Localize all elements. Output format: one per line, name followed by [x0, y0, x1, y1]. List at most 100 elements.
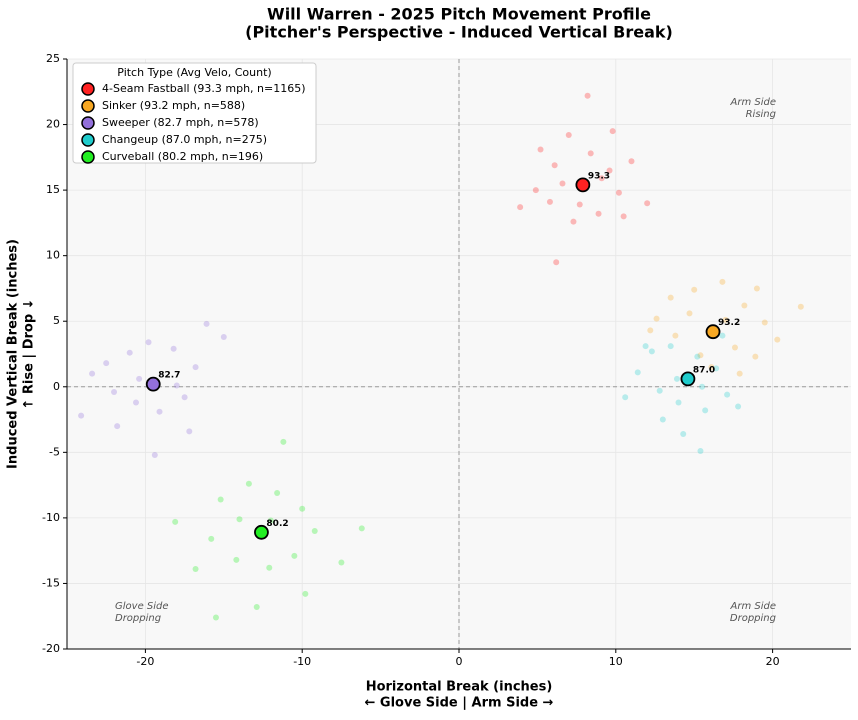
pitch-point: [672, 332, 679, 339]
pitch-point: [620, 213, 627, 220]
average-point: [575, 177, 591, 193]
pitch-point: [653, 315, 660, 322]
pitch-point: [311, 528, 318, 534]
average-point: [705, 324, 721, 340]
pitch-point: [615, 189, 622, 196]
legend-marker: [81, 82, 95, 96]
annotation: Arm Side: [730, 97, 777, 108]
pitch-point: [702, 407, 709, 414]
pitch-point: [236, 516, 243, 523]
pitch-point: [667, 294, 674, 301]
x-tick-label: 10: [609, 655, 623, 668]
pitch-point: [673, 375, 680, 382]
average-label: 87.0: [693, 365, 715, 375]
pitch-point: [559, 180, 566, 187]
pitch-point: [722, 316, 729, 323]
pitch-point: [233, 556, 240, 563]
pitch-point: [752, 353, 759, 360]
pitch-point: [173, 382, 180, 389]
legend-label: Sweeper (82.7 mph, n=578): [102, 116, 259, 129]
x-tick-label: 20: [766, 655, 780, 668]
pitch-point: [741, 302, 748, 309]
pitch-point: [595, 210, 602, 217]
pitch-point: [291, 552, 298, 559]
pitch-point: [697, 448, 704, 455]
pitch-point: [192, 566, 199, 573]
pitch-point: [212, 614, 219, 621]
pitch-point: [358, 525, 365, 532]
pitch-point: [192, 364, 199, 371]
pitch-point: [172, 518, 179, 525]
legend-box: [72, 62, 317, 164]
pitch-point: [724, 391, 731, 398]
chart-title: (Pitcher's Perspective - Induced Vertica…: [245, 23, 673, 42]
average-label: 93.3: [588, 171, 610, 181]
pitch-point: [114, 423, 121, 430]
legend-title: Pitch Type (Avg Velo, Count): [117, 66, 271, 79]
annotation: Arm Side: [730, 601, 777, 612]
pitch-point: [708, 364, 715, 371]
pitch-point: [656, 387, 663, 394]
pitch-point: [667, 343, 674, 350]
pitch-point: [136, 375, 143, 382]
pitch-point: [245, 480, 252, 487]
pitch-point: [220, 333, 227, 340]
pitch-point: [697, 352, 704, 359]
pitch-point: [699, 383, 706, 390]
pitch-point: [111, 389, 118, 396]
pitch-point: [694, 353, 701, 360]
x-tick-label: -10: [293, 655, 311, 668]
pitch-point: [203, 320, 210, 327]
legend-label: Sinker (93.2 mph, n=588): [102, 99, 245, 112]
pitch-point: [675, 399, 682, 406]
annotation: Glove Side: [115, 601, 169, 612]
pitch-point: [126, 349, 133, 356]
y-axis-label: Induced Vertical Break (inches): [6, 239, 21, 469]
pitch-point: [634, 369, 641, 376]
y-tick-label: 25: [46, 52, 60, 65]
pitch-point: [598, 175, 605, 182]
y-tick-label: -10: [42, 511, 60, 524]
pitch-point: [280, 438, 287, 445]
pitch-point: [338, 559, 345, 566]
annotation: Dropping: [115, 613, 161, 624]
y-tick-label: 5: [53, 314, 60, 327]
pitch-point: [170, 345, 177, 352]
pitch-point: [648, 348, 655, 355]
chart-title: Will Warren - 2025 Pitch Movement Profil…: [267, 5, 651, 24]
legend-label: Changeup (87.0 mph, n=275): [102, 133, 267, 146]
pitch-point: [78, 412, 85, 419]
pitch-point: [606, 167, 613, 174]
y-tick-label: -20: [42, 642, 60, 655]
annotation: Rising: [746, 109, 776, 120]
pitch-point: [89, 370, 96, 377]
pitch-point: [691, 286, 698, 293]
pitch-point: [103, 360, 110, 367]
legend-label: Curveball (80.2 mph, n=196): [102, 150, 263, 163]
pitch-point: [145, 339, 152, 346]
legend-marker: [81, 99, 95, 113]
pitch-point: [553, 259, 560, 266]
pitch-point: [797, 303, 804, 310]
y-tick-label: 20: [46, 118, 60, 131]
annotation: Dropping: [730, 613, 776, 624]
pitch-point: [622, 394, 629, 401]
pitch-point: [736, 370, 743, 377]
average-label: 80.2: [266, 519, 288, 529]
pitch-point: [753, 285, 760, 292]
pitch-point: [609, 128, 616, 135]
pitch-point: [719, 332, 726, 339]
pitch-point: [537, 146, 544, 153]
pitch-point: [659, 416, 666, 423]
pitch-point: [647, 327, 654, 334]
pitch-point: [570, 218, 577, 225]
pitch-point: [565, 132, 572, 139]
pitch-point: [719, 278, 726, 285]
x-axis-label: Horizontal Break (inches): [366, 680, 553, 695]
x-tick-label: -20: [136, 655, 154, 668]
average-point: [680, 371, 696, 387]
y-tick-label: 15: [46, 183, 60, 196]
legend-marker: [81, 133, 95, 147]
pitch-point: [532, 187, 539, 194]
